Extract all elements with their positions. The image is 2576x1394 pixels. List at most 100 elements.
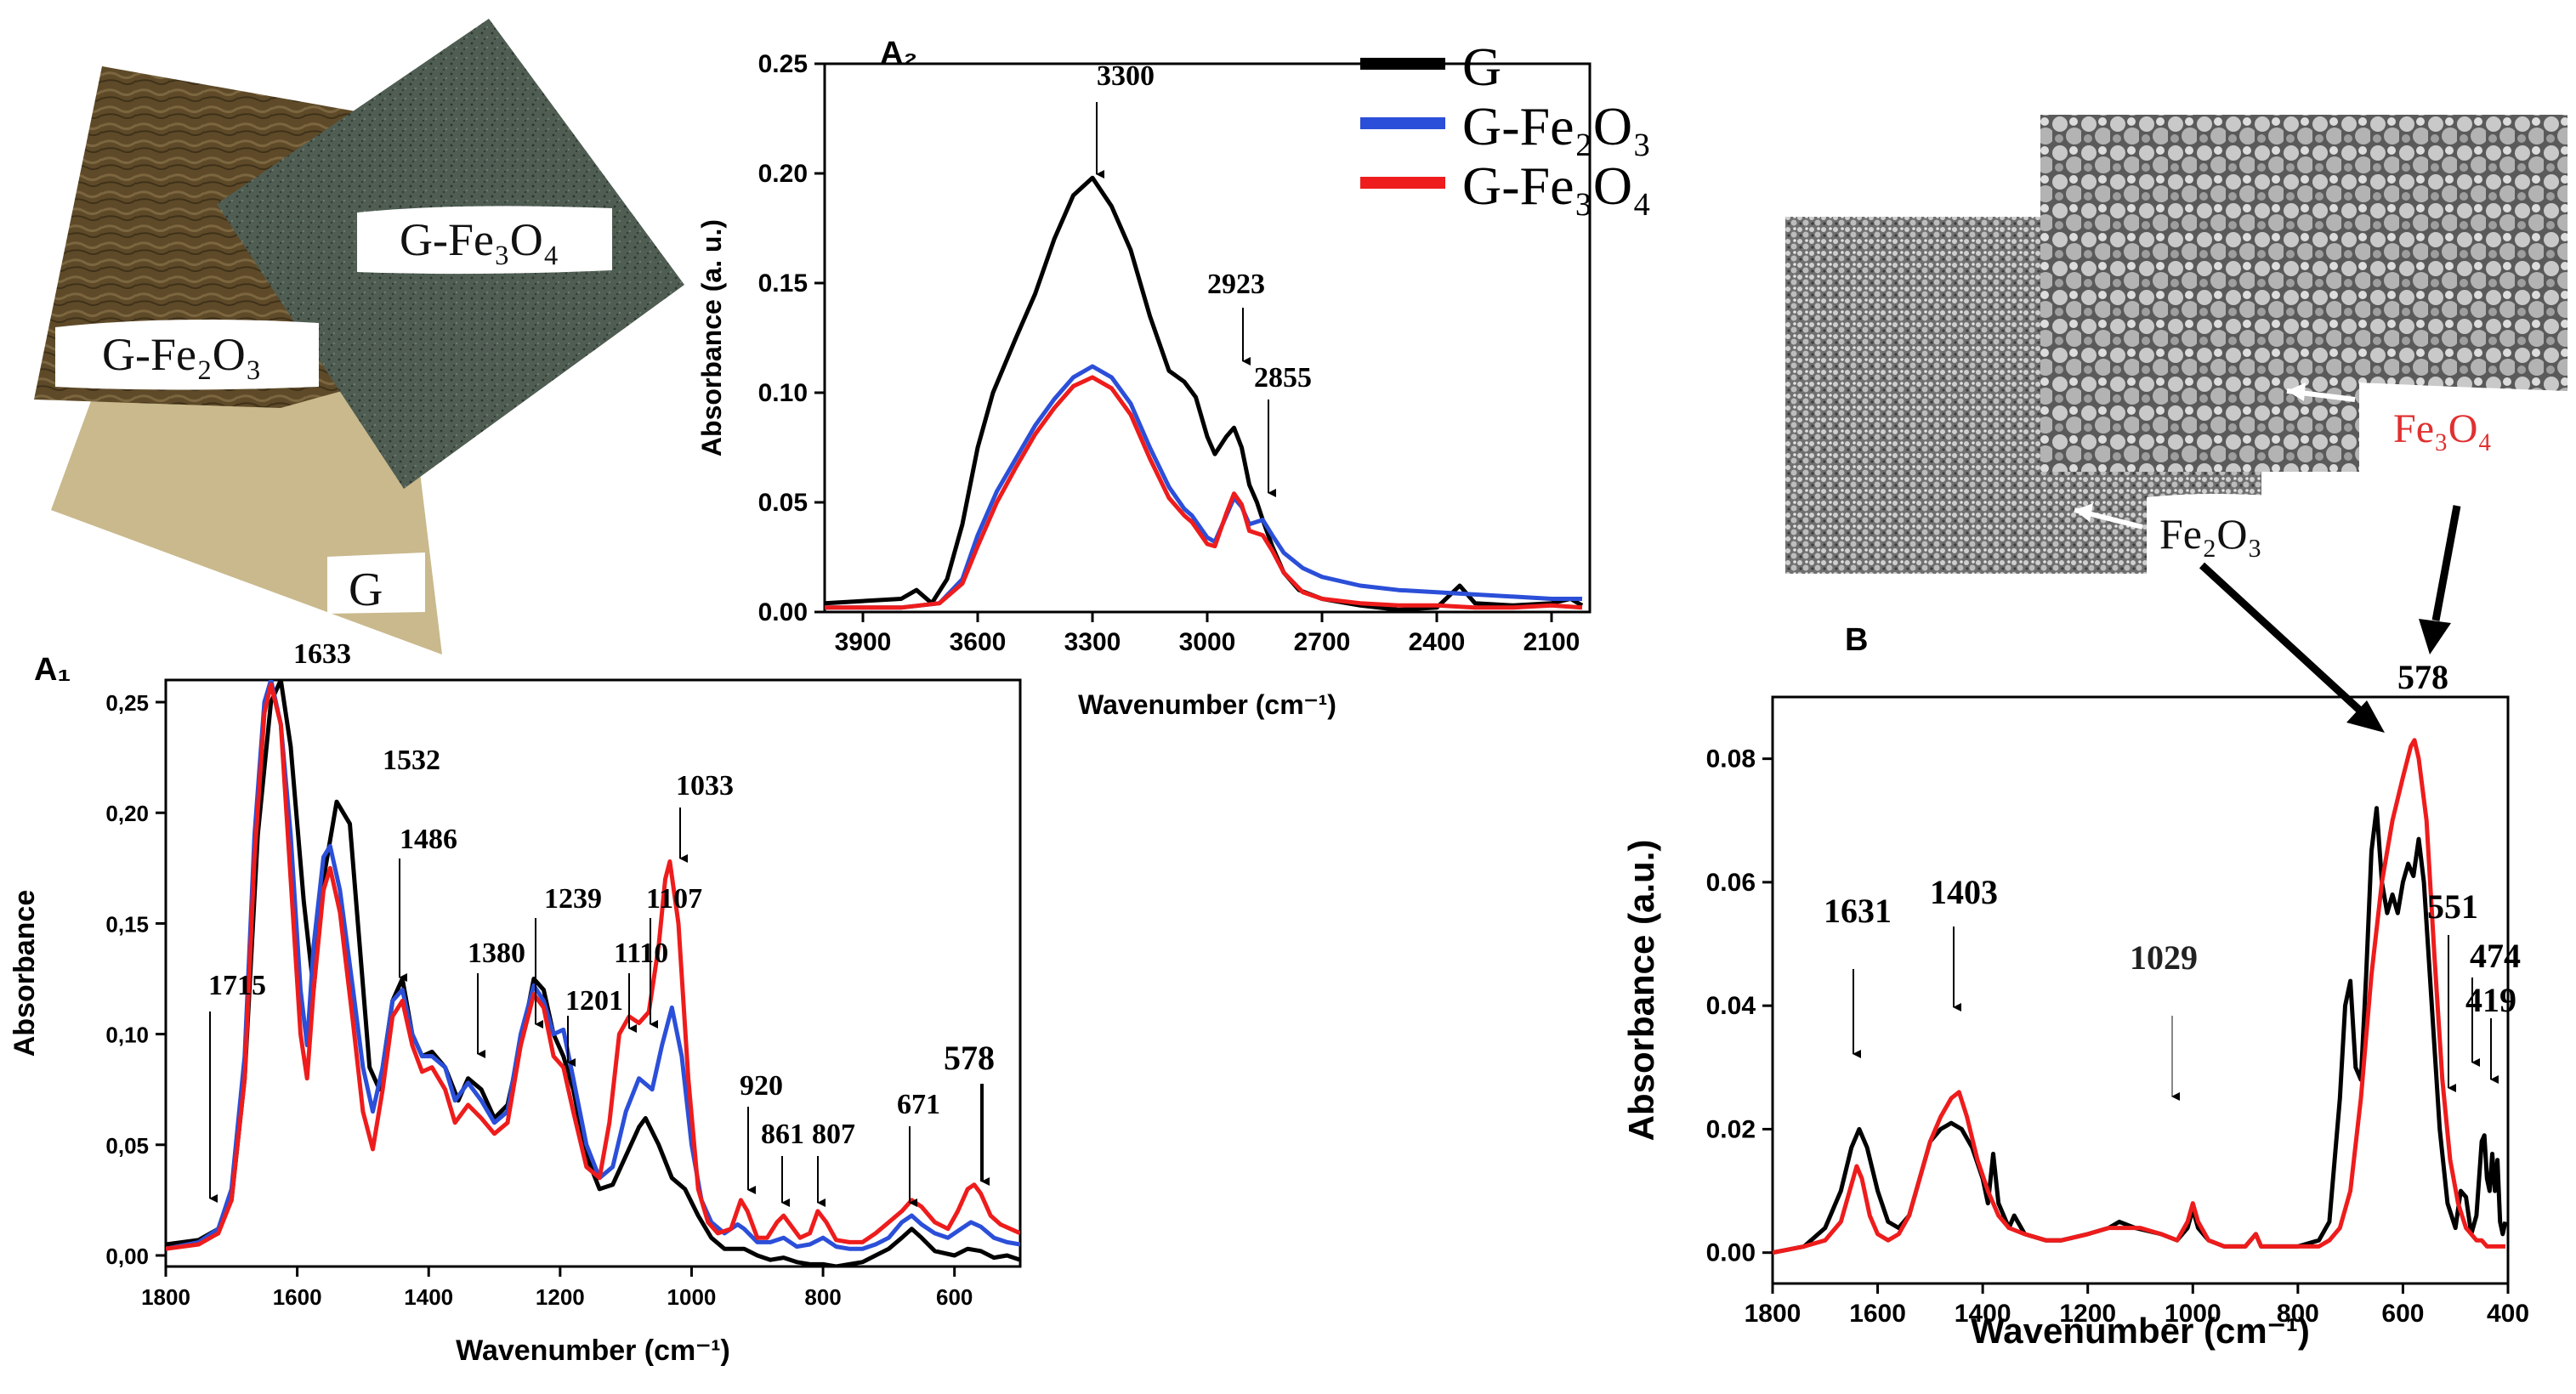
sem-label-fe2o3: Fe₂O₃	[2159, 510, 2262, 558]
panel-title: A₂	[880, 36, 917, 71]
y-tick-label: 0.05	[758, 489, 808, 517]
y-axis-label: Absorbance	[9, 890, 41, 1057]
x-tick-label: 1600	[273, 1284, 322, 1310]
legend-label-g-fe3o4: G-Fe₃O₄	[1462, 156, 1651, 216]
x-tick-label: 3000	[1179, 628, 1236, 656]
peak-label: 920	[740, 1070, 783, 1102]
photo-label-g-fe3o4: G-Fe₃O₄	[400, 214, 559, 265]
y-tick-label: 0.25	[758, 50, 808, 78]
x-tick-label: 2100	[1523, 628, 1580, 656]
y-tick-label: 0,00	[105, 1244, 149, 1269]
x-tick-label: 1400	[1955, 1300, 2011, 1328]
y-tick-label: 0,20	[105, 801, 149, 826]
x-tick-label: 800	[804, 1284, 841, 1310]
y-tick-label: 0,10	[105, 1023, 149, 1048]
y-tick-label: 0,05	[105, 1133, 149, 1159]
legend-label-g: G	[1462, 37, 1501, 97]
sem-label-plate-fe3o4	[2359, 382, 2567, 476]
y-tick-label: 0.10	[758, 379, 808, 407]
peak-label: 671	[897, 1089, 940, 1120]
peak-label: 578	[2397, 658, 2448, 696]
peak-label: 807	[812, 1119, 855, 1150]
x-tick-label: 400	[2487, 1300, 2529, 1328]
peak-label: 861	[761, 1119, 804, 1150]
sem-images: Fe₃O₄ Fe₂O₃	[1785, 115, 2567, 574]
x-tick-label: 2700	[1294, 628, 1351, 656]
x-axis-label: Wavenumber (cm⁻¹)	[456, 1334, 730, 1367]
sem-pointer-fe3o4-head	[2287, 382, 2306, 401]
series-line-fe-o-	[1773, 806, 2508, 1255]
peak-label: 1110	[614, 938, 668, 969]
x-axis-label: Wavenumber (cm⁻¹)	[1971, 1311, 2310, 1351]
peak-label: 1380	[468, 938, 525, 969]
x-tick-label: 800	[2277, 1300, 2319, 1328]
peak-label: 1201	[565, 985, 623, 1017]
chart-a1: 1800 1600 1400 1200 1000 800 600 0,00 0,05 0,10 0,…	[9, 638, 1022, 1367]
arrow-fe2o3-to-578	[2199, 562, 2363, 713]
peak-label: 474	[2470, 937, 2521, 975]
peak-label: 1631	[1824, 892, 1892, 930]
label-plate-g-fe2o3	[55, 320, 319, 390]
photo-label-g: G	[349, 564, 383, 616]
y-tick-label: 0.02	[1706, 1115, 1756, 1143]
x-tick-label: 1200	[536, 1284, 585, 1310]
x-tick-label: 600	[936, 1284, 973, 1310]
peak-label: 1403	[1930, 873, 1998, 911]
peak-label: 3300	[1097, 60, 1155, 92]
sem-label-fe3o4: Fe₃O₄	[2393, 406, 2492, 451]
y-tick-label: 0,15	[105, 911, 149, 937]
x-tick-label: 1400	[404, 1284, 453, 1310]
sem-pointer-fe2o3-head	[2074, 503, 2093, 522]
sem-label-plate-fe2o3	[2147, 494, 2334, 574]
peak-label: 1715	[208, 970, 266, 1001]
x-tick-label: 1800	[1745, 1300, 1801, 1328]
legend-label-g-fe2o3: G-Fe₂O₃	[1462, 96, 1651, 156]
chart-b: 1800 1600 1400 1200 1000 800 600 400 0.00 0.02 0.0…	[1621, 622, 2529, 1351]
peak-label: 419	[2465, 981, 2516, 1019]
x-tick-label: 1600	[1849, 1300, 1906, 1328]
plot-frame	[1771, 695, 2510, 1285]
peak-label: 1532	[383, 745, 440, 776]
x-tick-label: 1200	[2059, 1300, 2116, 1328]
sem-to-chart-arrows	[2199, 505, 2461, 733]
peak-label: 1029	[2130, 938, 2198, 977]
peak-label: 1633	[293, 638, 351, 670]
x-tick-label: 3600	[950, 628, 1007, 656]
x-tick-label: 3900	[835, 628, 892, 656]
label-plate-g	[327, 552, 425, 614]
y-tick-label: 0,25	[105, 690, 149, 716]
peak-label: 551	[2427, 887, 2478, 926]
x-tick-label: 3300	[1064, 628, 1121, 656]
y-tick-label: 0.20	[758, 160, 808, 188]
x-tick-label: 1800	[141, 1284, 190, 1310]
x-tick-label: 1000	[667, 1284, 717, 1310]
series-line-g	[166, 680, 1020, 1266]
peak-label: 1107	[646, 883, 702, 915]
arrow-fe2o3-to-578-head	[2346, 700, 2385, 733]
y-tick-label: 0.04	[1706, 992, 1756, 1020]
peak-label: 578	[944, 1039, 995, 1077]
label-plate-g-fe3o4	[357, 206, 612, 275]
panel-title: A₁	[34, 652, 71, 688]
x-tick-label: 600	[2381, 1300, 2424, 1328]
chart-a2: 3900 3600 3300 3000 2700 2400 2100 0.00 0.05 0.10…	[696, 36, 1592, 720]
arrow-fe3o4-to-578	[2431, 505, 2461, 621]
y-tick-label: 0.00	[1706, 1239, 1756, 1267]
series-line-g-fe-o-	[166, 680, 1020, 1251]
peak-label: 1486	[400, 824, 457, 855]
series-line-g-fe-o-	[825, 364, 1582, 610]
peak-label: 2923	[1207, 269, 1265, 300]
peak-label: 1033	[676, 770, 734, 802]
film-photo: G-Fe₃O₄ G-Fe₂O₃ G	[34, 19, 684, 654]
y-axis-label: Absorbance (a. u.)	[696, 219, 727, 456]
photo-label-g-fe2o3: G-Fe₂O₃	[102, 329, 262, 380]
series-line-fe-o-	[1773, 738, 2505, 1255]
x-axis-label: Wavenumber (cm⁻¹)	[1078, 689, 1336, 720]
peak-label: 2855	[1254, 362, 1312, 394]
y-axis-label: Absorbance (a.u.)	[1621, 840, 1661, 1142]
panel-title: B	[1845, 622, 1868, 658]
series-line-g	[825, 175, 1584, 612]
arrow-fe3o4-to-578-head	[2419, 619, 2451, 654]
y-tick-label: 0.00	[758, 598, 808, 626]
y-tick-label: 0.08	[1706, 745, 1756, 774]
